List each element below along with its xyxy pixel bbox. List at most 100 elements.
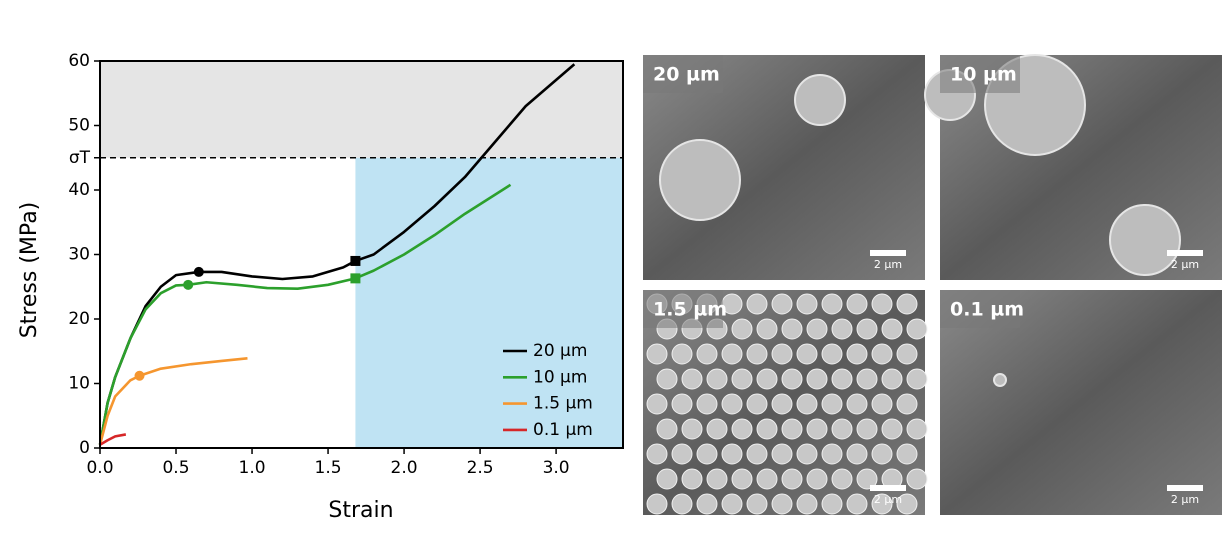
sphere [731,418,753,440]
sphere [846,393,868,415]
x-tick-label: 0.5 [162,458,189,478]
image-label: 10 µm [950,64,1017,86]
sphere [721,493,743,515]
sphere [696,443,718,465]
label-box [643,55,723,93]
sphere [796,493,818,515]
series-line [99,433,127,446]
scale-label: 2 µm [874,258,902,271]
y-tick-label: 10 [68,374,90,394]
sphere [746,293,768,315]
sphere [731,318,753,340]
sphere [781,418,803,440]
sphere [771,293,793,315]
sphere [681,418,703,440]
sphere [771,493,793,515]
sphere [896,393,918,415]
sphere [706,418,728,440]
y-tick-label: 20 [68,309,90,329]
sphere [856,418,878,440]
sphere [821,343,843,365]
sphere [771,343,793,365]
sphere [781,468,803,490]
sphere [806,418,828,440]
sphere [906,318,928,340]
sphere [671,393,693,415]
sphere [881,418,903,440]
x-tick-label: 1.5 [315,458,342,478]
sphere [871,293,893,315]
scale-bar [870,485,906,491]
sphere [656,418,678,440]
sphere [656,468,678,490]
sphere [821,293,843,315]
sphere [871,493,893,515]
y-tick-label: 30 [68,245,90,265]
y-tick-label: σT [69,148,91,168]
sphere [756,418,778,440]
image-label: 20 µm [653,64,720,86]
sphere [721,343,743,365]
sphere [671,343,693,365]
highlight-region [355,157,623,448]
sphere [846,443,868,465]
sphere [696,393,718,415]
x-tick-label: 2.5 [467,458,494,478]
marker [350,255,361,266]
sphere [721,393,743,415]
sphere [871,443,893,465]
marker [350,273,361,284]
sphere [796,443,818,465]
marker [134,370,145,381]
sphere [896,443,918,465]
series-line [98,357,248,446]
x-tick-label: 0.0 [86,458,113,478]
marker [193,266,204,277]
sphere [646,343,668,365]
sphere [846,493,868,515]
sphere [831,318,853,340]
sphere [781,318,803,340]
sphere [746,343,768,365]
plot-frame [99,60,624,449]
sphere [906,418,928,440]
sphere [671,493,693,515]
sphere [796,293,818,315]
label-box [643,290,723,328]
threshold-region [100,61,623,158]
sphere [781,368,803,390]
y-axis-label: Stress (MPa) [17,202,42,339]
sphere [906,368,928,390]
series-line [98,183,512,446]
sphere [856,368,878,390]
scale-label: 2 µm [1171,258,1199,271]
image-label: 1.5 µm [653,299,727,321]
sphere [756,368,778,390]
legend-label: 1.5 µm [533,394,593,414]
sphere [806,368,828,390]
x-axis-label: Strain [328,498,393,523]
sphere [881,368,903,390]
sphere [681,368,703,390]
label-box [940,55,1020,93]
sphere [756,468,778,490]
sphere [731,468,753,490]
scale-label: 2 µm [874,493,902,506]
y-tick-label: 50 [68,116,90,136]
sphere [646,493,668,515]
scale-bar [870,250,906,256]
sphere [794,74,846,126]
sphere [871,343,893,365]
sphere [821,443,843,465]
scale-label: 2 µm [1171,493,1199,506]
sphere [896,493,918,515]
sphere [896,343,918,365]
sphere [846,343,868,365]
sphere [806,468,828,490]
y-tick-label: 0 [79,438,90,458]
sphere [906,468,928,490]
scale-bar [1167,485,1203,491]
sphere [646,443,668,465]
sphere [856,468,878,490]
